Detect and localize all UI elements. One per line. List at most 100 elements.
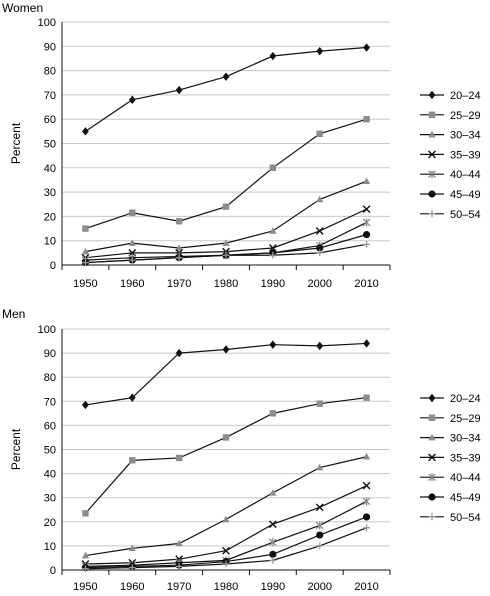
data-point-20-24-2000: [316, 341, 324, 351]
data-point-20-24-1960: [128, 393, 136, 402]
y-tick-label-100: 100: [38, 324, 56, 336]
legend-label-30-34: 30–34: [450, 130, 481, 142]
series-line-30-34: [85, 456, 367, 557]
data-point-35-39-2010: [362, 205, 371, 214]
x-tick-label-2010: 2010: [354, 278, 378, 290]
data-point-50-54-1970: [175, 562, 183, 570]
data-point-25-29-2010: [363, 394, 370, 401]
data-point-45-49-2000: [316, 244, 324, 252]
series-line-25-29: [85, 118, 367, 230]
x-tick-label-1980: 1980: [214, 581, 238, 591]
x-tick-label-1950: 1950: [73, 278, 97, 290]
x-tick-label-1970: 1970: [167, 278, 191, 290]
data-point-40-44-2010: [362, 497, 371, 506]
legend-marker-45-49: [428, 190, 436, 198]
legend-marker-20-24: [428, 90, 436, 100]
y-tick-label-70: 70: [44, 90, 56, 102]
data-point-40-44-2000: [315, 521, 324, 530]
data-point-35-39-1980: [222, 546, 230, 555]
data-point-35-39-2000: [315, 503, 324, 512]
data-point-25-29-1950: [82, 225, 89, 232]
data-point-25-29-1990: [269, 164, 277, 171]
data-point-50-54-1990: [269, 556, 277, 564]
y-tick-label-0: 0: [50, 565, 56, 577]
data-point-20-24-1960: [128, 95, 136, 104]
legend-label-40-44: 40–44: [450, 169, 481, 181]
legend-label-50-54: 50–54: [450, 209, 481, 221]
data-point-20-24-1980: [222, 345, 230, 354]
legend-marker-50-54: [428, 210, 436, 218]
legend-label-25-29: 25–29: [450, 110, 481, 122]
data-point-30-34-1950: [81, 551, 90, 559]
y-axis-label: Percent: [9, 122, 23, 164]
legend-marker-20-24: [428, 393, 436, 403]
legend-marker-30-34: [428, 130, 436, 138]
data-point-50-54-1950: [82, 259, 89, 266]
data-point-25-29-1960: [129, 457, 136, 464]
data-point-50-54-2010: [363, 524, 370, 532]
y-tick-label-10: 10: [44, 236, 56, 248]
data-point-30-34-1960: [128, 544, 136, 552]
y-axis-label: Percent: [9, 428, 23, 470]
y-tick-label-80: 80: [44, 66, 56, 78]
data-point-35-39-2010: [362, 481, 371, 490]
y-tick-label-100: 100: [38, 17, 56, 29]
data-point-45-49-2010: [362, 231, 371, 239]
legend-label-35-39: 35–39: [450, 452, 481, 464]
y-tick-label-70: 70: [44, 396, 56, 408]
legend-label-20-24: 20–24: [450, 90, 481, 102]
data-point-20-24-2000: [316, 46, 324, 56]
data-point-50-54-1990: [269, 251, 277, 259]
men-panel: Men 0 10 20 30 40 50 60 70 80 90 100 1950 1960 1970 198…: [2, 307, 481, 593]
legend-marker-50-54: [428, 513, 436, 521]
y-tick-label-30: 30: [44, 493, 56, 505]
y-tick-label-30: 30: [44, 187, 56, 199]
data-point-20-24-2010: [363, 339, 370, 348]
data-point-20-24-1950: [82, 127, 89, 136]
legend-marker-40-44: [428, 170, 436, 179]
data-point-20-24-1970: [175, 348, 183, 358]
panel-title-Men: Men: [2, 307, 25, 321]
x-tick-label-1960: 1960: [120, 581, 144, 591]
data-point-40-44-2010: [362, 218, 371, 227]
data-point-30-34-1950: [81, 247, 90, 255]
legend-label-35-39: 35–39: [450, 149, 481, 161]
y-tick-label-80: 80: [44, 372, 56, 384]
data-point-30-34-1980: [222, 239, 230, 246]
data-point-30-34-2000: [316, 463, 324, 471]
legend-label-45-49: 45–49: [450, 189, 481, 201]
data-point-25-29-1990: [269, 410, 277, 417]
data-point-25-29-1970: [175, 454, 183, 462]
legend-label-20-24: 20–24: [450, 393, 481, 405]
x-tick-label-1960: 1960: [120, 278, 144, 290]
data-point-20-24-1990: [269, 340, 277, 349]
legend-label-30-34: 30–34: [450, 433, 481, 445]
x-tick-label-1970: 1970: [167, 581, 191, 591]
data-point-20-24-1980: [222, 72, 230, 81]
series-line-25-29: [84, 397, 367, 514]
data-point-25-29-1980: [222, 203, 230, 210]
data-point-50-54-2000: [316, 542, 324, 550]
data-point-20-24-2010: [363, 43, 370, 52]
x-tick-label-1950: 1950: [73, 581, 97, 591]
y-tick-label-20: 20: [44, 517, 56, 529]
legend-label-50-54: 50–54: [450, 512, 481, 524]
x-tick-label-1990: 1990: [261, 581, 285, 591]
y-tick-label-50: 50: [44, 139, 56, 151]
x-tick-label-1990: 1990: [261, 278, 285, 290]
y-tick-label-40: 40: [44, 469, 56, 481]
legend-label-25-29: 25–29: [450, 413, 481, 425]
data-point-20-24-1990: [269, 51, 277, 61]
legend-marker-30-34: [428, 433, 436, 441]
data-point-30-34-1970: [175, 244, 183, 251]
data-point-50-54-1980: [222, 560, 230, 568]
legend-marker-40-44: [428, 473, 436, 482]
data-point-20-24-1970: [175, 85, 183, 95]
data-point-50-54-1980: [222, 251, 230, 259]
x-tick-label-2000: 2000: [307, 278, 331, 290]
data-point-30-34-1980: [222, 515, 230, 523]
data-point-25-29-2000: [316, 400, 323, 407]
data-point-30-34-1990: [269, 227, 277, 234]
y-tick-label-90: 90: [44, 348, 56, 360]
x-tick-label-1980: 1980: [214, 278, 238, 290]
